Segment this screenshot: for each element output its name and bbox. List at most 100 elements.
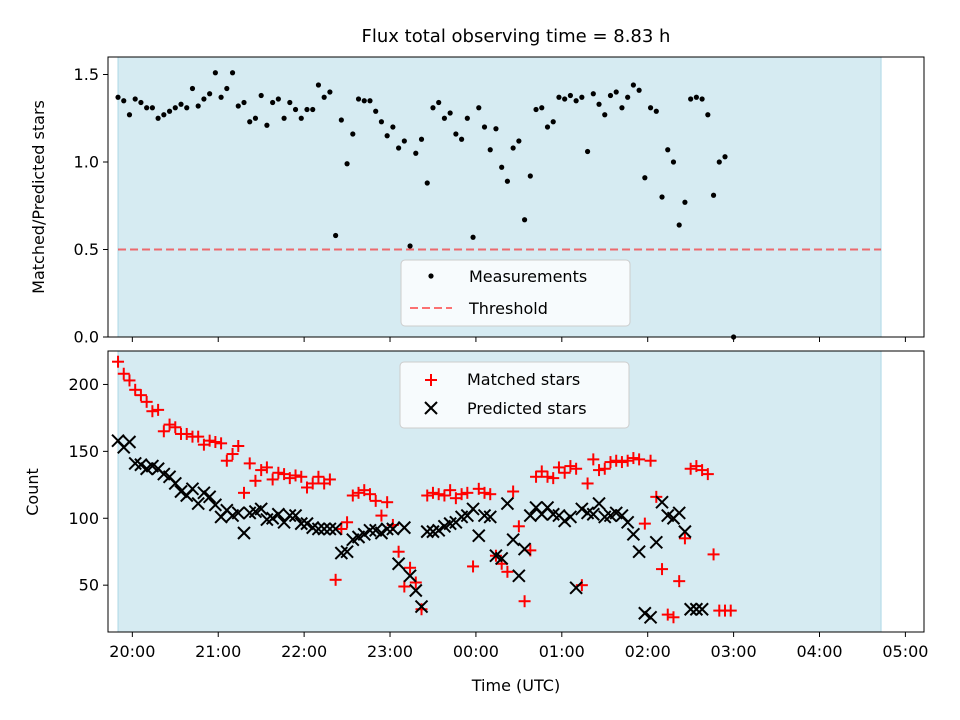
measurement-point bbox=[533, 106, 539, 113]
predicted-star-point bbox=[391, 557, 406, 571]
measurement-point bbox=[292, 106, 299, 113]
x-tick-label-03-00: 03:00 bbox=[711, 642, 757, 661]
matched-star-point bbox=[123, 374, 136, 387]
legend-matched-marker bbox=[425, 374, 437, 386]
predicted-star-point bbox=[380, 522, 394, 536]
measurement-point bbox=[149, 105, 155, 111]
measurement-point bbox=[327, 89, 333, 95]
measurement-point bbox=[688, 96, 694, 102]
legend-predicted-marker bbox=[424, 401, 438, 415]
measurement-point bbox=[281, 115, 287, 121]
measurement-point bbox=[630, 82, 636, 88]
matched-star-point bbox=[455, 488, 468, 501]
x-tick-label-20-00: 20:00 bbox=[109, 642, 155, 661]
measurement-point bbox=[567, 92, 574, 99]
matched-star-point bbox=[581, 477, 594, 490]
predicted-star-point bbox=[283, 508, 297, 523]
matched-star-point bbox=[432, 488, 445, 501]
predicted-star-point bbox=[632, 545, 646, 559]
measurement-point bbox=[716, 159, 722, 165]
x-tick-label-02-00: 02:00 bbox=[625, 642, 671, 661]
measurement-point bbox=[424, 180, 430, 186]
matched-star-point bbox=[558, 466, 571, 479]
predicted-star-point bbox=[620, 515, 635, 529]
measurement-point bbox=[155, 115, 161, 121]
measurement-point bbox=[579, 94, 585, 100]
matched-star-point bbox=[518, 595, 531, 608]
matched-star-point bbox=[232, 440, 245, 453]
predicted-star-point bbox=[374, 526, 389, 540]
matched-star-point bbox=[129, 383, 142, 396]
matched-star-point bbox=[633, 453, 646, 466]
measurement-point bbox=[344, 161, 350, 167]
measurement-point bbox=[447, 110, 453, 116]
matched-star-point bbox=[192, 430, 205, 443]
top-panel: 0.0 0.5 1.0 1.5 Matched/Predicted stars Mea… bbox=[29, 56, 925, 347]
measurement-point bbox=[264, 122, 270, 128]
measurement-point bbox=[453, 131, 459, 137]
x-tick-label-05-00: 05:00 bbox=[882, 642, 928, 661]
measurement-point bbox=[172, 105, 178, 111]
measurement-point bbox=[287, 99, 293, 106]
bottom-plot-frame bbox=[107, 350, 925, 633]
measurement-point bbox=[418, 136, 425, 142]
measurement-point bbox=[126, 112, 133, 118]
matched-star-point bbox=[346, 489, 359, 502]
matched-star-point bbox=[707, 548, 720, 561]
matched-star-point bbox=[444, 484, 457, 497]
predicted-star-point bbox=[265, 511, 280, 525]
matched-star-point bbox=[163, 418, 176, 431]
matched-star-point bbox=[283, 472, 296, 485]
legend-matched-label: Matched stars bbox=[467, 370, 580, 389]
predicted-star-point bbox=[483, 510, 497, 524]
matched-star-point bbox=[501, 565, 514, 578]
measurement-point bbox=[430, 105, 436, 111]
measurement-point bbox=[682, 199, 688, 205]
measurement-point bbox=[115, 94, 121, 100]
measurement-point bbox=[207, 91, 213, 97]
predicted-star-point bbox=[655, 495, 669, 509]
measurement-point bbox=[270, 99, 276, 106]
matched-star-point bbox=[673, 575, 686, 588]
matched-star-point bbox=[484, 488, 497, 501]
matched-star-point bbox=[667, 611, 680, 624]
predicted-star-point bbox=[672, 506, 686, 520]
measurement-point bbox=[378, 119, 385, 125]
x-tick-label-22-00: 22:00 bbox=[281, 642, 327, 661]
top-legend: Measurements Threshold bbox=[400, 259, 631, 327]
matched-star-point bbox=[404, 561, 417, 574]
measurement-point bbox=[189, 85, 196, 92]
matched-star-point bbox=[352, 486, 365, 499]
measurement-point bbox=[195, 103, 201, 109]
predicted-star-point bbox=[363, 523, 377, 538]
predicted-star-point bbox=[592, 496, 606, 511]
measurement-point bbox=[636, 87, 642, 93]
matched-star-point bbox=[530, 470, 543, 483]
measurement-point bbox=[642, 175, 648, 181]
predicted-star-point bbox=[431, 523, 446, 538]
measurement-point bbox=[539, 105, 545, 111]
top-y-tick-label: 0.0 bbox=[74, 328, 99, 347]
measurement-point bbox=[178, 101, 184, 107]
matched-star-point bbox=[398, 580, 411, 593]
measurement-point bbox=[653, 108, 659, 114]
measurement-point bbox=[527, 173, 533, 179]
predicted-star-point bbox=[328, 522, 343, 536]
measurement-point bbox=[355, 96, 362, 102]
predicted-star-point bbox=[317, 522, 331, 536]
predicted-star-point bbox=[683, 602, 698, 616]
measurement-point bbox=[367, 98, 373, 104]
legend-measurements-marker bbox=[428, 273, 434, 279]
measurement-point bbox=[201, 96, 207, 102]
measurement-point bbox=[499, 164, 505, 170]
x-tick-label-23-00: 23:00 bbox=[367, 642, 413, 661]
measurement-point bbox=[705, 112, 711, 118]
matched-star-point bbox=[478, 486, 491, 499]
measurement-point bbox=[602, 112, 608, 118]
x-tick-label-04-00: 04:00 bbox=[796, 642, 842, 661]
measurement-point bbox=[562, 96, 568, 102]
legend-threshold-label: Threshold bbox=[468, 299, 548, 318]
matched-star-point bbox=[610, 454, 623, 467]
measurement-point bbox=[699, 96, 705, 102]
measurement-point bbox=[310, 106, 316, 113]
